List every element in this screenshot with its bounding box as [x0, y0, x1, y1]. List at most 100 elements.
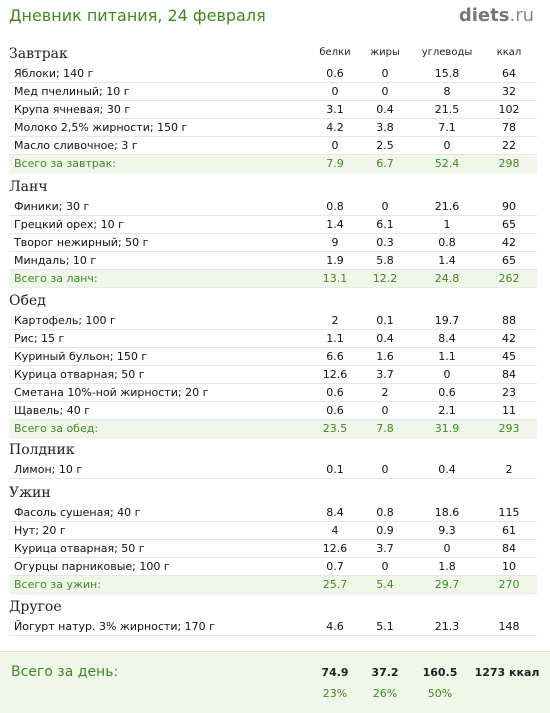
kcal-value: 102	[498, 103, 520, 116]
food-row[interactable]: Картофель; 100 г 2 0.1 19.7 88	[9, 312, 537, 330]
day-total-label: Всего за день:	[11, 664, 119, 680]
day-total-carbs: 160.5	[422, 666, 458, 679]
food-name: Финики; 30 г	[14, 200, 90, 213]
food-row[interactable]: Мед пчелиный; 10 г 0 0 8 32	[9, 83, 537, 101]
section-title: Обед	[9, 293, 46, 309]
kcal-value: 262	[498, 272, 520, 285]
kcal-value: 84	[502, 542, 516, 555]
kcal-value: 298	[498, 157, 520, 170]
protein-value: 0.8	[326, 200, 344, 213]
food-row[interactable]: Масло сливочное; 3 г 0 2.5 0 22	[9, 137, 537, 155]
protein-value: 0.6	[326, 386, 344, 399]
carbs-value: 1.1	[438, 350, 456, 363]
food-row[interactable]: Щавель; 40 г 0.6 0 2.1 11	[9, 402, 537, 420]
food-row[interactable]: Лимон; 10 г 0.1 0 0.4 2	[9, 461, 537, 479]
fat-value: 0	[381, 560, 389, 573]
food-name: Щавель; 40 г	[14, 404, 91, 417]
food-row[interactable]: Творог нежирный; 50 г 9 0.3 0.8 42	[9, 234, 537, 252]
fat-value: 6.1	[376, 218, 394, 231]
protein-value: 3.1	[326, 103, 344, 116]
food-name: Масло сливочное; 3 г	[14, 139, 138, 152]
carbs-value: 8.4	[438, 332, 456, 345]
carbs-value: 0.8	[438, 236, 456, 249]
food-row[interactable]: Курица отварная; 50 г 12.6 3.7 0 84	[9, 366, 537, 384]
food-row[interactable]: Рис; 15 г 1.1 0.4 8.4 42	[9, 330, 537, 348]
food-name: Курица отварная; 50 г	[14, 368, 145, 381]
food-row[interactable]: Огурцы парниковые; 100 г 0.7 0 1.8 10	[9, 558, 537, 576]
day-total-fat: 37.2	[371, 666, 399, 679]
fat-value: 0.1	[376, 314, 394, 327]
protein-value: 1.4	[326, 218, 344, 231]
fat-value: 0.4	[376, 332, 394, 345]
day-fat-percent: 26%	[372, 687, 398, 700]
section-total-row: Всего за ланч: 13.1 12.2 24.8 262	[9, 270, 537, 288]
carbs-value: 0	[443, 542, 451, 555]
day-total: Всего за день: 74.9 37.2 160.5 1273 ккал…	[0, 651, 550, 713]
fat-value: 3.8	[376, 121, 394, 134]
day-total-kcal: 1273 ккал	[474, 666, 540, 679]
carbs-value: 9.3	[438, 524, 456, 537]
food-row[interactable]: Фасоль сушеная; 40 г 8.4 0.8 18.6 115	[9, 504, 537, 522]
section-title: Ужин	[9, 485, 51, 501]
food-row[interactable]: Крупа ячневая; 30 г 3.1 0.4 21.5 102	[9, 101, 537, 119]
section-title: Ланч	[9, 179, 48, 195]
kcal-value: 42	[502, 332, 516, 345]
kcal-value: 22	[502, 139, 516, 152]
food-row[interactable]: Грецкий орех; 10 г 1.4 6.1 1 65	[9, 216, 537, 234]
carbs-value: 0.6	[438, 386, 456, 399]
food-name: Творог нежирный; 50 г	[14, 236, 149, 249]
protein-value: 0.7	[326, 560, 344, 573]
protein-value: 1.1	[326, 332, 344, 345]
carbs-value: 0.4	[438, 463, 456, 476]
fat-value: 5.8	[376, 254, 394, 267]
fat-value: 6.7	[376, 157, 394, 170]
protein-value: 0	[331, 85, 339, 98]
site-logo[interactable]: diets.ru	[459, 5, 534, 26]
kcal-value: 90	[502, 200, 516, 213]
day-carbs-percent: 50%	[427, 687, 453, 700]
logo-name: diets	[458, 5, 510, 26]
food-name: Йогурт натур. 3% жирности; 170 г	[14, 620, 215, 633]
carbs-value: 29.7	[434, 578, 460, 591]
food-name: Крупа ячневая; 30 г	[14, 103, 131, 116]
food-name: Мед пчелиный; 10 г	[14, 85, 130, 98]
food-row[interactable]: Сметана 10%-ной жирности; 20 г 0.6 2 0.6 23	[9, 384, 537, 402]
kcal-value: 115	[498, 506, 520, 519]
fat-value: 0.9	[376, 524, 394, 537]
food-row[interactable]: Нут; 20 г 4 0.9 9.3 61	[9, 522, 537, 540]
food-name: Яблоки; 140 г	[14, 67, 94, 80]
carbs-value: 1	[443, 218, 451, 231]
protein-value: 8.4	[326, 506, 344, 519]
protein-value: 4.6	[326, 620, 344, 633]
fat-value: 0	[381, 463, 389, 476]
section-total-label: Всего за ужин:	[14, 578, 101, 591]
carbs-value: 18.6	[434, 506, 460, 519]
carbs-value: 21.3	[434, 620, 460, 633]
fat-value: 3.7	[376, 542, 394, 555]
fat-value: 5.1	[376, 620, 394, 633]
kcal-value: 2	[505, 463, 513, 476]
carbs-value: 0	[443, 368, 451, 381]
food-name: Лимон; 10 г	[14, 463, 83, 476]
kcal-value: 78	[502, 121, 516, 134]
food-name: Миндаль; 10 г	[14, 254, 97, 267]
protein-value: 2	[331, 314, 339, 327]
food-row[interactable]: Молоко 2,5% жирности; 150 г 4.2 3.8 7.1 78	[9, 119, 537, 137]
protein-value: 7.9	[326, 157, 344, 170]
food-row[interactable]: Курица отварная; 50 г 12.6 3.7 0 84	[9, 540, 537, 558]
food-name: Рис; 15 г	[14, 332, 65, 345]
carbs-value: 0	[443, 139, 451, 152]
food-row[interactable]: Йогурт натур. 3% жирности; 170 г 4.6 5.1 21…	[9, 618, 537, 636]
carbs-value: 1.8	[438, 560, 456, 573]
kcal-value: 45	[502, 350, 516, 363]
section-total-label: Всего за ланч:	[14, 272, 98, 285]
carbs-value: 21.6	[434, 200, 460, 213]
kcal-value: 65	[502, 218, 516, 231]
section-total-label: Всего за обед:	[14, 422, 99, 435]
food-row[interactable]: Финики; 30 г 0.8 0 21.6 90	[9, 198, 537, 216]
protein-value: 12.6	[322, 542, 348, 555]
protein-value: 1.9	[326, 254, 344, 267]
food-row[interactable]: Яблоки; 140 г 0.6 0 15.8 64	[9, 65, 537, 83]
food-row[interactable]: Миндаль; 10 г 1.9 5.8 1.4 65	[9, 252, 537, 270]
food-row[interactable]: Куриный бульон; 150 г 6.6 1.6 1.1 45	[9, 348, 537, 366]
